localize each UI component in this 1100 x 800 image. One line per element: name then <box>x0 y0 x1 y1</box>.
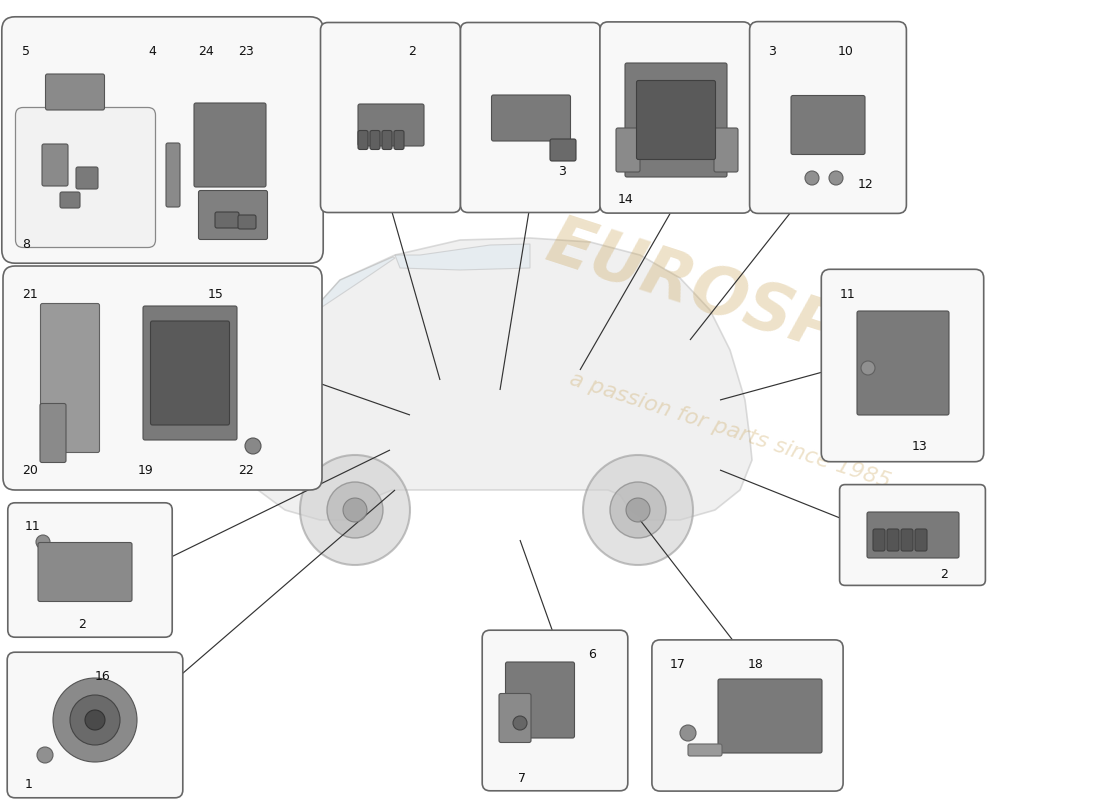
Circle shape <box>861 361 875 375</box>
FancyBboxPatch shape <box>39 542 132 602</box>
Polygon shape <box>240 238 752 520</box>
FancyBboxPatch shape <box>873 529 886 551</box>
Text: 15: 15 <box>208 288 224 301</box>
FancyBboxPatch shape <box>40 403 66 462</box>
FancyBboxPatch shape <box>550 139 576 161</box>
Circle shape <box>829 171 843 185</box>
FancyBboxPatch shape <box>358 130 368 150</box>
Circle shape <box>343 498 367 522</box>
Circle shape <box>626 498 650 522</box>
Circle shape <box>583 455 693 565</box>
FancyBboxPatch shape <box>76 167 98 189</box>
FancyBboxPatch shape <box>822 270 983 462</box>
Circle shape <box>53 678 138 762</box>
FancyBboxPatch shape <box>2 17 323 263</box>
FancyBboxPatch shape <box>625 63 727 177</box>
FancyBboxPatch shape <box>901 529 913 551</box>
Text: 20: 20 <box>22 464 37 477</box>
Text: 11: 11 <box>25 520 41 533</box>
FancyBboxPatch shape <box>652 640 843 791</box>
Text: 5: 5 <box>22 45 30 58</box>
Circle shape <box>300 455 410 565</box>
Circle shape <box>36 535 50 549</box>
Text: EUROSPECS: EUROSPECS <box>539 210 981 410</box>
FancyBboxPatch shape <box>320 22 461 213</box>
FancyBboxPatch shape <box>382 130 392 150</box>
Polygon shape <box>295 257 395 330</box>
FancyBboxPatch shape <box>718 679 822 753</box>
Text: 12: 12 <box>858 178 873 191</box>
FancyBboxPatch shape <box>506 662 574 738</box>
Text: 18: 18 <box>748 658 763 671</box>
Text: 11: 11 <box>840 288 856 301</box>
FancyBboxPatch shape <box>42 144 68 186</box>
Text: 8: 8 <box>22 238 30 251</box>
FancyBboxPatch shape <box>41 303 99 453</box>
FancyBboxPatch shape <box>887 529 899 551</box>
FancyBboxPatch shape <box>143 306 236 440</box>
Text: 10: 10 <box>838 45 854 58</box>
Circle shape <box>37 747 53 763</box>
FancyBboxPatch shape <box>461 22 601 213</box>
FancyBboxPatch shape <box>194 103 266 187</box>
FancyBboxPatch shape <box>867 512 959 558</box>
Circle shape <box>70 695 120 745</box>
Text: 2: 2 <box>78 618 86 631</box>
FancyBboxPatch shape <box>394 130 404 150</box>
Circle shape <box>805 171 820 185</box>
FancyBboxPatch shape <box>857 311 949 415</box>
Text: 19: 19 <box>138 464 154 477</box>
FancyBboxPatch shape <box>600 22 751 213</box>
FancyBboxPatch shape <box>499 694 531 742</box>
Text: 4: 4 <box>148 45 156 58</box>
Text: 24: 24 <box>198 45 213 58</box>
FancyBboxPatch shape <box>60 192 80 208</box>
FancyBboxPatch shape <box>482 630 628 790</box>
FancyBboxPatch shape <box>358 104 424 146</box>
FancyBboxPatch shape <box>151 321 230 425</box>
Text: 6: 6 <box>588 648 596 661</box>
FancyBboxPatch shape <box>616 128 640 172</box>
Circle shape <box>513 716 527 730</box>
Text: 2: 2 <box>940 568 948 581</box>
Polygon shape <box>395 244 530 270</box>
FancyBboxPatch shape <box>15 107 155 247</box>
FancyBboxPatch shape <box>45 74 104 110</box>
FancyBboxPatch shape <box>637 81 715 159</box>
Text: 17: 17 <box>670 658 686 671</box>
Circle shape <box>327 482 383 538</box>
FancyBboxPatch shape <box>688 744 722 756</box>
FancyBboxPatch shape <box>492 95 571 141</box>
Circle shape <box>610 482 665 538</box>
Circle shape <box>680 725 696 741</box>
FancyBboxPatch shape <box>238 215 256 229</box>
Text: 13: 13 <box>912 440 927 453</box>
Text: 1: 1 <box>25 778 33 791</box>
Text: 3: 3 <box>558 165 565 178</box>
Text: 16: 16 <box>95 670 111 683</box>
FancyBboxPatch shape <box>8 652 183 798</box>
FancyBboxPatch shape <box>214 212 239 228</box>
FancyBboxPatch shape <box>166 143 180 207</box>
Text: 21: 21 <box>22 288 37 301</box>
FancyBboxPatch shape <box>915 529 927 551</box>
Text: 23: 23 <box>238 45 254 58</box>
FancyBboxPatch shape <box>749 22 906 214</box>
Text: 3: 3 <box>768 45 776 58</box>
Circle shape <box>85 710 104 730</box>
Text: 7: 7 <box>518 772 526 785</box>
FancyBboxPatch shape <box>8 503 173 637</box>
FancyBboxPatch shape <box>198 190 267 239</box>
Text: 14: 14 <box>618 193 634 206</box>
FancyBboxPatch shape <box>791 95 865 154</box>
FancyBboxPatch shape <box>714 128 738 172</box>
FancyBboxPatch shape <box>3 266 322 490</box>
FancyBboxPatch shape <box>839 485 986 586</box>
Text: 22: 22 <box>238 464 254 477</box>
FancyBboxPatch shape <box>370 130 379 150</box>
Circle shape <box>245 438 261 454</box>
Text: 2: 2 <box>408 45 416 58</box>
Text: a passion for parts since 1985: a passion for parts since 1985 <box>566 369 893 491</box>
